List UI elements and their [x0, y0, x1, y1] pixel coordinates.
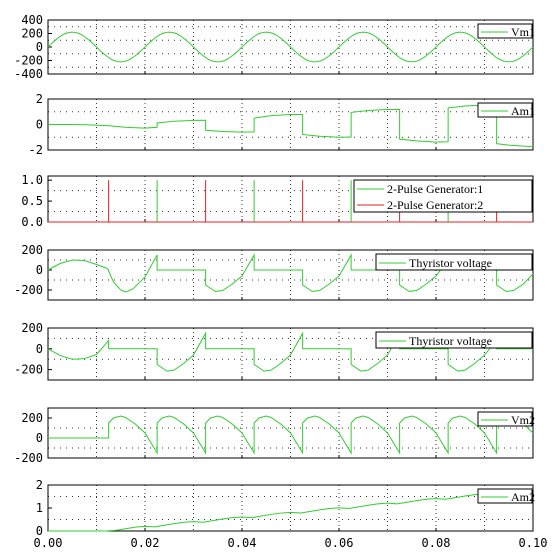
y-tick-label: -2 — [29, 143, 43, 157]
legend-box — [477, 23, 533, 39]
legend: Am2 — [477, 488, 535, 504]
legend-label: 2-Pulse Generator:2 — [387, 198, 483, 212]
legend: 2-Pulse Generator:1 2-Pulse Generator:2 — [353, 179, 533, 213]
y-tick-label: 0 — [36, 263, 43, 277]
y-tick-label: 200 — [21, 321, 43, 335]
y-tick-label: -200 — [14, 451, 43, 465]
panel-am2: 2 1 0 Am2 — [36, 478, 535, 538]
y-tick-label: 1.0 — [21, 173, 43, 187]
x-tick-label: 0.04 — [228, 536, 257, 550]
y-tick-label: -200 — [14, 54, 43, 68]
legend-label: 2-Pulse Generator:1 — [387, 182, 483, 196]
panel-am1: 2 0 -2 Am1 — [29, 92, 535, 157]
plot-frame — [47, 484, 534, 532]
x-tick-label: 0.08 — [422, 536, 451, 550]
y-tick-label: 0.0 — [21, 215, 43, 229]
legend-box — [375, 253, 533, 271]
y-tick-label: 200 — [21, 411, 43, 425]
legend-label: Am2 — [511, 490, 535, 504]
legend-label: Thyristor voltage — [409, 256, 492, 270]
y-tick-label: 200 — [21, 27, 43, 41]
legend-label: Am1 — [511, 104, 535, 118]
series-line-Am1 — [48, 104, 534, 148]
x-tick-label: 0.06 — [325, 536, 354, 550]
series-line-Vm1 — [47, 31, 534, 63]
legend-box — [375, 331, 533, 349]
x-tick-label: 0.10 — [519, 536, 548, 550]
series-line-Thyristor voltage — [47, 331, 533, 372]
panel-pulses: 1.00.50.02-Pulse Generator:12-Pulse Gene… — [21, 173, 534, 229]
series-line-Vm2 — [48, 415, 534, 455]
legend: Thyristor voltage — [375, 253, 533, 271]
panel-thy2: 200 0 -200 Thyristor voltage — [14, 321, 534, 381]
y-tick-label: 0 — [36, 342, 43, 356]
x-tick-label: 0.02 — [131, 536, 160, 550]
legend: Vm1 — [477, 23, 535, 39]
series-2-Pulse Generator:2 — [48, 180, 533, 223]
plot-frame — [47, 327, 534, 381]
x-tick-label: 0.00 — [34, 536, 63, 550]
y-tick-label: 2 — [36, 92, 43, 106]
y-tick-label: 0 — [36, 431, 43, 445]
legend-label: Vm2 — [511, 413, 535, 427]
y-tick-label: 0 — [36, 118, 43, 132]
legend-box — [477, 411, 533, 427]
legend-box — [477, 488, 533, 504]
legend-label: Thyristor voltage — [409, 334, 492, 348]
y-tick-label: 0.5 — [21, 194, 43, 208]
grid — [48, 485, 533, 531]
y-tick-label: -200 — [14, 283, 43, 297]
y-tick-label: 0 — [36, 40, 43, 54]
y-tick-label: -400 — [14, 67, 43, 81]
legend-box — [353, 179, 533, 213]
legend: Vm2 — [477, 411, 535, 427]
plot-frame — [47, 249, 534, 301]
y-tick-label: 1 — [36, 501, 43, 515]
panel-vm2: 200 0 -200 Vm2 — [14, 407, 535, 465]
legend: Thyristor voltage — [375, 331, 533, 349]
panel-thy1: 200 0 -200 Thyristor voltage — [14, 243, 534, 301]
legend-label: Vm1 — [511, 25, 535, 39]
legend: Am1 — [477, 102, 535, 118]
y-tick-label: 200 — [21, 243, 43, 257]
grid — [48, 20, 533, 74]
series-line-Am2 — [48, 488, 534, 532]
y-tick-label: 2 — [36, 478, 43, 492]
legend-box — [477, 102, 533, 118]
y-tick-label: -200 — [14, 363, 43, 377]
y-tick-label: 0 — [36, 524, 43, 538]
y-tick-label: 400 — [21, 13, 43, 27]
